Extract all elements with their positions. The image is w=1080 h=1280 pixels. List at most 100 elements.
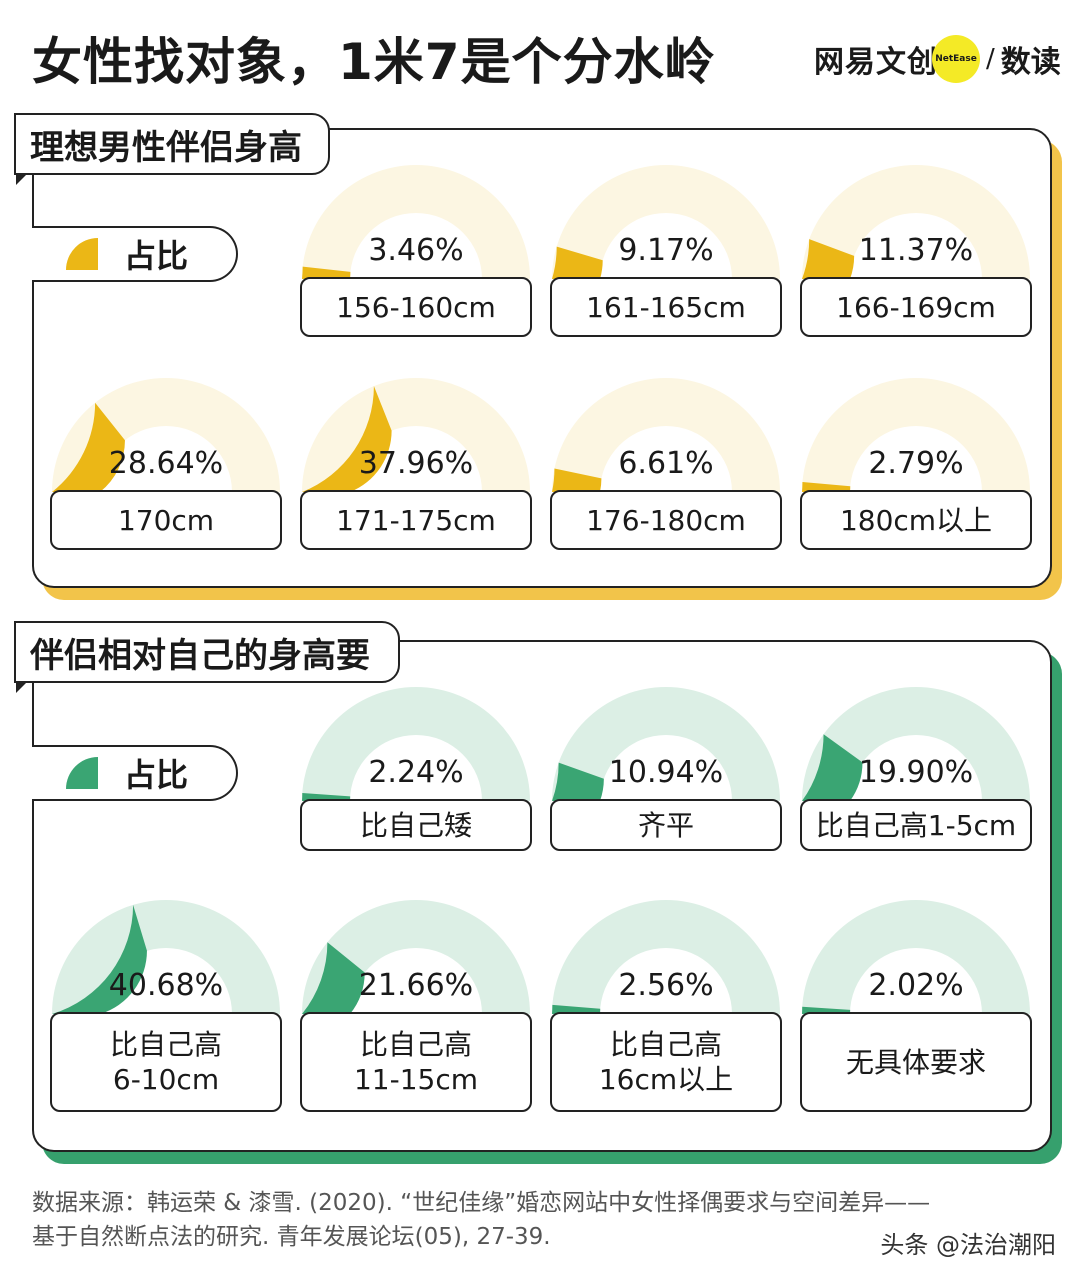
category-label: 180cm以上 xyxy=(839,503,993,537)
gauge-fill xyxy=(302,266,351,279)
source-line-1: 数据来源：韩运荣 & 漆雪. (2020). “世纪佳缘”婚恋网站中女性择偶要求… xyxy=(32,1190,931,1216)
gauge-track xyxy=(302,900,530,1014)
gauge-card: 2.56% 比自己高 16cm以上 xyxy=(550,900,782,1112)
gauge-percent: 28.64% xyxy=(108,446,224,481)
gauge-fill xyxy=(552,468,602,492)
gauge-percent: 40.68% xyxy=(108,968,224,1003)
gauge-chart xyxy=(552,165,780,279)
gauge-card: 19.90% 比自己高1-5cm xyxy=(800,687,1032,851)
brand-logo: 网易文创 NetEase / 数读 xyxy=(814,34,1061,84)
gauge-fill xyxy=(802,239,855,279)
gauge-percent: 2.02% xyxy=(868,968,964,1003)
gauge-card: 28.64% 170cm xyxy=(50,378,282,550)
gauge-track xyxy=(802,165,1030,279)
category-label-box: 180cm以上 xyxy=(800,490,1032,550)
gauge-card: 2.24% 比自己矮 xyxy=(300,687,532,851)
gauge-fill xyxy=(302,792,351,801)
gauge-chart xyxy=(802,378,1030,492)
source-note: 数据来源：韩运荣 & 漆雪. (2020). “世纪佳缘”婚恋网站中女性择偶要求… xyxy=(32,1186,1062,1254)
section-notch xyxy=(16,681,28,693)
gauge-percent: 21.66% xyxy=(358,968,474,1003)
gauge-fill xyxy=(802,482,851,492)
category-label: 比自己高 xyxy=(359,1028,472,1061)
gauge-card: 2.02% 无具体要求 xyxy=(800,900,1032,1112)
category-label-box: 比自己高1-5cm xyxy=(800,799,1032,851)
category-label-box: 比自己高 6-10cm xyxy=(50,1012,282,1112)
gauge-track xyxy=(302,165,530,279)
category-label: 6-10cm xyxy=(112,1063,220,1096)
gauge-track xyxy=(302,687,530,801)
gauge-track xyxy=(802,687,1030,801)
category-label-box: 166-169cm xyxy=(800,277,1032,337)
brand-sub: 数读 xyxy=(1000,45,1061,80)
gauge-chart xyxy=(302,687,530,801)
gauge-percent: 10.94% xyxy=(608,755,724,790)
gauge-track xyxy=(552,165,780,279)
gauge-chart xyxy=(552,687,780,801)
gauge-percent: 9.17% xyxy=(618,233,714,268)
gauge-percent: 11.37% xyxy=(858,233,974,268)
brand-slash: / xyxy=(986,44,995,74)
category-label-box: 齐平 xyxy=(550,799,782,851)
gauge-track xyxy=(52,900,280,1014)
gauge-fill xyxy=(552,762,604,801)
category-label-box: 无具体要求 xyxy=(800,1012,1032,1112)
category-label: 比自己高1-5cm xyxy=(815,808,1017,842)
category-label-box: 比自己矮 xyxy=(300,799,532,851)
gauge-track xyxy=(802,900,1030,1014)
gauge-chart xyxy=(552,900,780,1014)
section-label-ideal-height: 理想男性伴侣身高 xyxy=(14,113,330,175)
gauge-chart xyxy=(552,378,780,492)
section-notch xyxy=(16,173,28,185)
gauge-chart xyxy=(302,378,530,492)
gauge-percent: 19.90% xyxy=(858,755,974,790)
category-label: 比自己高 xyxy=(609,1028,722,1061)
gauge-track xyxy=(802,378,1030,492)
gauge-card: 21.66% 比自己高 11-15cm xyxy=(300,900,532,1112)
legend-label: 占比 xyxy=(124,756,189,794)
gauge-track xyxy=(302,378,530,492)
watermark: 头条 @法治潮阳 xyxy=(880,1231,1056,1259)
gauge-fill xyxy=(302,386,392,492)
category-label: 176-180cm xyxy=(586,503,746,537)
category-label: 无具体要求 xyxy=(845,1045,986,1079)
category-label: 166-169cm xyxy=(836,290,996,324)
brand-name: 网易文创 xyxy=(814,45,938,80)
section-label-relative-height: 伴侣相对自己的身高要 xyxy=(14,621,400,683)
gauge-chart xyxy=(802,165,1030,279)
gauge-card: 2.79% 180cm以上 xyxy=(800,378,1032,550)
gauge-card: 40.68% 比自己高 6-10cm xyxy=(50,900,282,1112)
legend-pill-relative-height: 占比 xyxy=(32,745,238,801)
gauge-percent: 3.46% xyxy=(368,233,464,268)
gauge-track xyxy=(552,378,780,492)
gauge-card: 37.96% 171-175cm xyxy=(300,378,532,550)
category-label: 比自己高 xyxy=(109,1028,222,1061)
gauge-percent: 6.61% xyxy=(618,446,714,481)
gauge-fill xyxy=(302,942,365,1014)
gauge-percent: 37.96% xyxy=(358,446,474,481)
gauge-card: 3.46% 156-160cm xyxy=(300,165,532,337)
gauge-card: 9.17% 161-165cm xyxy=(550,165,782,337)
category-label: 齐平 xyxy=(637,808,694,842)
category-label: 比自己矮 xyxy=(359,808,472,842)
category-label: 11-15cm xyxy=(353,1063,479,1096)
page-title: 女性找对象，1米7是个分水岭 xyxy=(32,33,716,91)
gauge-percent: 2.56% xyxy=(618,968,714,1003)
category-label-box: 比自己高 16cm以上 xyxy=(550,1012,782,1112)
category-label: 170cm xyxy=(117,503,215,537)
gauge-track xyxy=(552,687,780,801)
gauge-chart xyxy=(302,900,530,1014)
legend-pill-ideal-height: 占比 xyxy=(32,226,238,282)
category-label-box: 156-160cm xyxy=(300,277,532,337)
category-label: 171-175cm xyxy=(336,503,496,537)
category-label: 161-165cm xyxy=(586,290,746,324)
category-label: 156-160cm xyxy=(336,290,496,324)
gauge-fill xyxy=(552,1004,601,1014)
gauge-chart xyxy=(802,687,1030,801)
gauge-card: 10.94% 齐平 xyxy=(550,687,782,851)
brand-badge: NetEase xyxy=(932,35,980,83)
gauge-percent: 2.79% xyxy=(868,446,964,481)
gauge-chart xyxy=(52,900,280,1014)
gauge-card: 6.61% 176-180cm xyxy=(550,378,782,550)
gauge-fill xyxy=(552,246,603,279)
